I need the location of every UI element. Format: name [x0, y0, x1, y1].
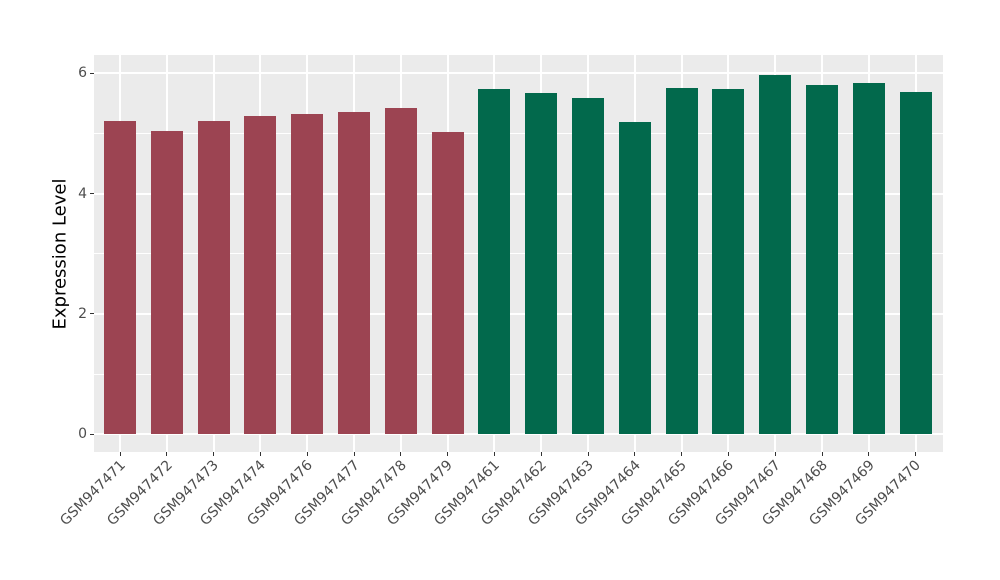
bar-GSM947476	[291, 114, 324, 435]
bar-GSM947465	[665, 88, 698, 435]
x-tick-mark	[681, 452, 683, 456]
bar-GSM947477	[338, 111, 370, 435]
bar-GSM947471	[104, 121, 136, 435]
x-tick-mark	[915, 452, 917, 456]
x-tick-mark	[400, 452, 402, 456]
bar-GSM947467	[759, 74, 792, 435]
bar-GSM947473	[197, 120, 230, 435]
x-tick-mark	[493, 452, 495, 456]
bar-GSM947466	[712, 89, 745, 435]
x-tick-mark	[727, 452, 729, 456]
bar-GSM947472	[150, 130, 183, 435]
bar-GSM947479	[431, 131, 464, 435]
gridline-minor	[94, 132, 943, 134]
x-tick-mark	[587, 452, 589, 456]
gridline-major	[94, 312, 943, 315]
gridline-major	[94, 72, 943, 75]
y-tick-label: 4	[78, 185, 87, 202]
gridline-minor	[94, 253, 943, 255]
x-tick-mark	[774, 452, 776, 456]
x-tick-mark	[447, 452, 449, 456]
gridline-major	[94, 433, 943, 436]
x-tick-mark	[259, 452, 261, 456]
gridline-minor	[94, 373, 943, 375]
bar-GSM947464	[618, 121, 651, 435]
y-tick-label: 6	[78, 65, 87, 82]
y-tick-mark	[90, 193, 94, 194]
x-tick-mark	[119, 452, 121, 456]
y-tick-mark	[90, 72, 94, 74]
bar-GSM947478	[384, 108, 417, 435]
x-tick-mark	[353, 452, 355, 456]
bar-GSM947469	[852, 82, 885, 435]
bar-GSM947470	[899, 91, 932, 435]
x-tick-mark	[868, 452, 870, 456]
bar-GSM947463	[572, 97, 604, 435]
y-tick-label: 2	[78, 305, 87, 322]
y-tick-label: 0	[78, 426, 87, 443]
y-tick-mark	[90, 313, 94, 315]
bar-GSM947462	[525, 92, 558, 435]
x-tick-mark	[540, 452, 542, 456]
x-tick-mark	[306, 452, 308, 456]
bar-GSM947474	[244, 115, 277, 435]
gridline-major	[94, 192, 943, 195]
x-tick-mark	[821, 452, 823, 456]
plot-panel	[94, 55, 943, 452]
y-tick-mark	[90, 433, 94, 435]
x-tick-mark	[166, 452, 168, 456]
bar-GSM947461	[478, 88, 511, 435]
x-tick-mark	[634, 452, 636, 456]
x-tick-mark	[213, 452, 215, 456]
bar-GSM947468	[806, 84, 838, 435]
